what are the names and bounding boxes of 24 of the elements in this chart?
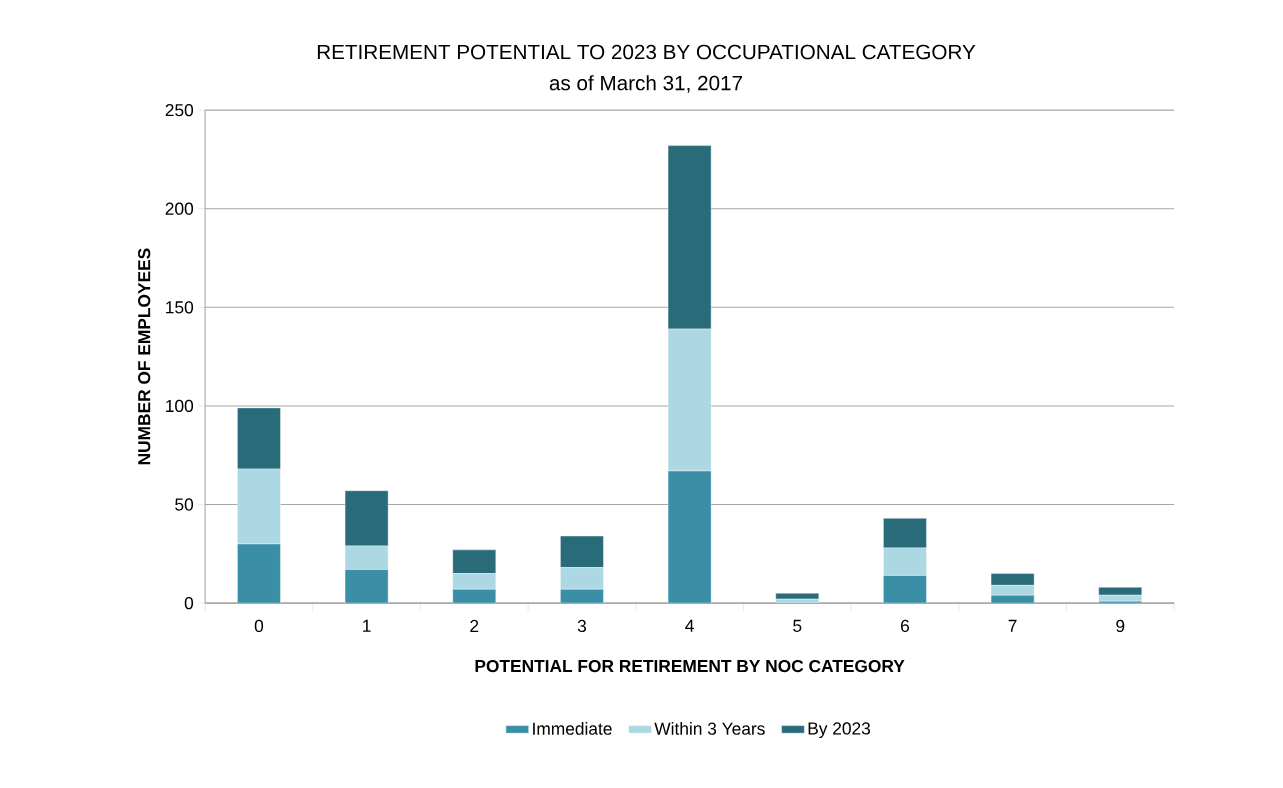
- x-tick-label: 4: [685, 619, 694, 632]
- y-tick-label: 50: [175, 498, 194, 511]
- x-tick-label: 2: [470, 619, 479, 632]
- y-tick-label: 0: [184, 596, 194, 610]
- x-tick-label: 9: [1116, 619, 1125, 633]
- x-tick-label: 3: [577, 619, 587, 633]
- x-tick-label: 1: [363, 619, 371, 632]
- legend-label: By 2023: [808, 722, 871, 739]
- y-tick-label: 200: [165, 202, 194, 215]
- bar: [775, 593, 819, 600]
- x-tick-label: 5: [793, 619, 802, 632]
- y-tick-label: 250: [165, 103, 194, 117]
- legend-label: Immediate: [533, 722, 612, 735]
- y-tick-label: 150: [166, 301, 194, 314]
- chart-title: RETIREMENT POTENTIAL TO 2023 BY OCCUPATIONAL CATEGORY: [317, 44, 976, 60]
- legend-label: Within 3 Years: [654, 722, 765, 735]
- x-tick-label: 0: [254, 619, 264, 633]
- x-tick-label: 7: [1008, 619, 1017, 632]
- y-axis-title: NUMBER OF EMPLOYEES: [138, 248, 151, 465]
- y-tick-label: 100: [166, 399, 194, 413]
- bar: [1098, 587, 1142, 596]
- x-tick-label: 6: [900, 619, 909, 633]
- x-axis-title: POTENTIAL FOR RETIREMENT BY NOC CATEGORY: [475, 659, 905, 673]
- chart-subtitle: as of March 31, 2017: [549, 75, 743, 93]
